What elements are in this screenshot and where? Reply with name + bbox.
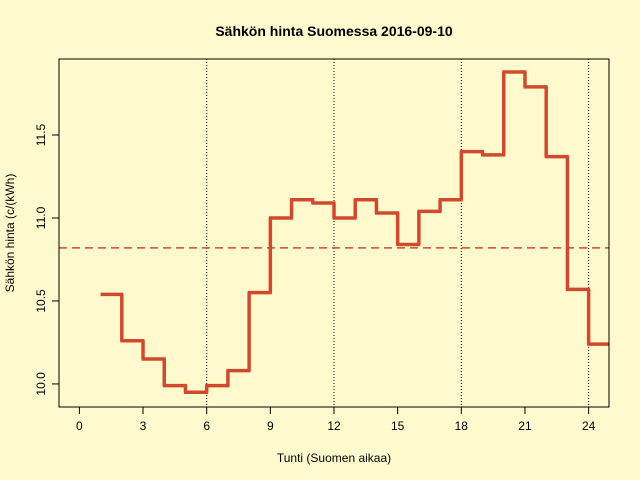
plot-area [59,59,609,407]
x-tick-label: 3 [140,419,147,433]
x-tick-label: 18 [455,419,469,433]
y-tick-label: 10.0 [34,372,48,396]
y-tick-label: 11.5 [34,123,48,146]
x-tick-label: 6 [203,419,210,433]
x-tick-label: 21 [518,419,532,433]
y-tick-label: 10.5 [34,289,48,313]
x-tick-label: 0 [76,419,83,433]
x-axis-label: Tunti (Suomen aikaa) [277,451,391,465]
y-axis-label: Sähkön hinta (c/(kWh) [3,174,17,293]
chart-title: Sähkön hinta Suomessa 2016-09-10 [215,23,453,39]
x-tick-label: 24 [582,419,596,433]
x-tick-label: 9 [267,419,274,433]
x-tick-label: 12 [327,419,341,433]
x-tick-label: 15 [391,419,405,433]
y-tick-label: 11.0 [34,206,48,229]
